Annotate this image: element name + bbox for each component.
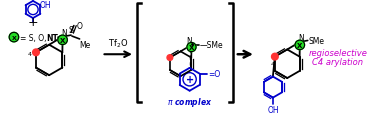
Text: N: N <box>298 34 304 43</box>
Circle shape <box>167 55 173 61</box>
Text: O: O <box>77 22 83 31</box>
Circle shape <box>9 33 19 42</box>
Circle shape <box>187 43 196 52</box>
Circle shape <box>58 36 67 45</box>
Text: OH: OH <box>267 105 279 114</box>
Text: X: X <box>60 37 65 43</box>
Text: 4: 4 <box>28 51 32 56</box>
Text: $\pi$ complex: $\pi$ complex <box>167 96 212 109</box>
Text: SMe: SMe <box>309 37 325 46</box>
Text: C4 arylation: C4 arylation <box>312 58 363 67</box>
Text: regioselective: regioselective <box>308 48 367 57</box>
Text: S: S <box>68 25 74 34</box>
Text: +: + <box>186 75 194 85</box>
Text: Tf$_2$O: Tf$_2$O <box>108 38 129 50</box>
Text: N: N <box>187 37 192 46</box>
Text: = S, O,: = S, O, <box>20 33 48 42</box>
Circle shape <box>271 54 278 60</box>
Text: =O: =O <box>208 69 220 78</box>
Text: +: + <box>28 16 38 29</box>
Text: —SMe: —SMe <box>200 41 223 50</box>
Circle shape <box>33 50 39 56</box>
Text: Me: Me <box>80 40 91 49</box>
Circle shape <box>295 41 305 50</box>
Text: 4: 4 <box>271 62 275 67</box>
Text: X: X <box>297 43 302 49</box>
Text: X: X <box>189 45 194 51</box>
Text: OH: OH <box>40 1 51 10</box>
Text: N: N <box>61 29 67 38</box>
Text: NTs: NTs <box>46 33 62 42</box>
Text: X: X <box>11 35 16 40</box>
